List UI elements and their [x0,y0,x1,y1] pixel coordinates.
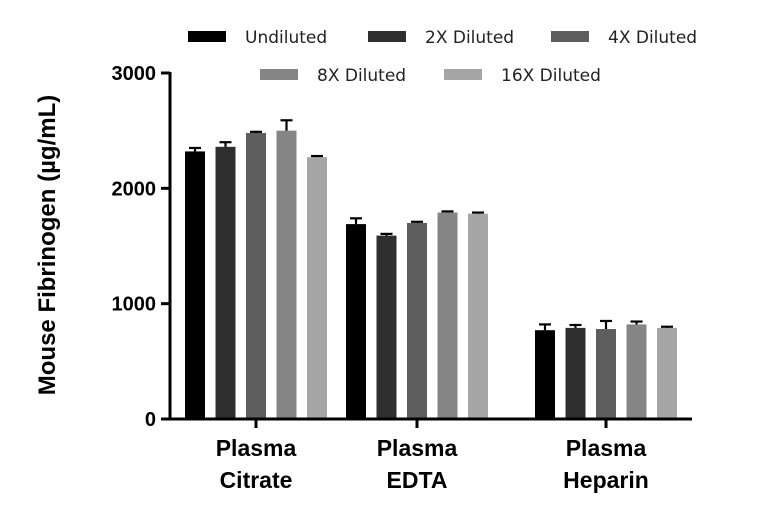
legend-swatch-3 [260,69,298,80]
category-label-0-line2: Citrate [220,467,293,493]
y-tick-label-1: 1000 [112,294,157,316]
bar-0-2 [535,330,555,419]
bar-4-2 [657,327,677,419]
bar-1-0 [215,146,236,419]
bar-2-1 [407,222,427,419]
bar-0-1 [346,224,366,419]
legend-swatch-2 [551,31,589,42]
category-label-2-line1: Plasma [566,435,647,461]
y-tick-label-2: 2000 [112,178,157,200]
legend-swatch-1 [368,31,406,42]
legend: Undiluted 2X Diluted 4X Diluted 8X Diluted 1… [188,28,697,86]
bars [185,119,677,419]
y-tick-label-0: 0 [145,409,156,431]
legend-label-3: 8X Diluted [317,66,406,86]
bar-3-0 [276,130,297,419]
bar-4-0 [307,157,327,419]
y-tick-label-3: 3000 [112,63,157,85]
bar-2-0 [246,132,266,419]
legend-swatch-4 [444,69,482,80]
bar-2-2 [596,329,616,419]
category-label-1-line2: EDTA [387,467,448,493]
legend-label-2: 4X Diluted [608,28,697,48]
bar-4-1 [468,213,488,419]
legend-swatch-0 [188,31,226,42]
legend-label-4: 16X Diluted [501,66,601,86]
bar-0-0 [185,151,205,419]
category-label-0-line1: Plasma [216,435,297,461]
bar-1-2 [565,327,586,419]
category-label-2-line2: Heparin [563,467,649,493]
legend-label-0: Undiluted [245,28,327,48]
axes: 0 1000 2000 3000 Plasma Citrate Plasma EDTA Plas… [112,63,692,493]
bar-1-1 [376,235,397,419]
y-axis-label: Mouse Fibrinogen (µg/mL) [34,95,61,395]
category-label-1-line1: Plasma [377,435,458,461]
legend-label-1: 2X Diluted [425,28,514,48]
bar-3-2 [626,324,647,419]
bar-3-1 [437,212,458,419]
